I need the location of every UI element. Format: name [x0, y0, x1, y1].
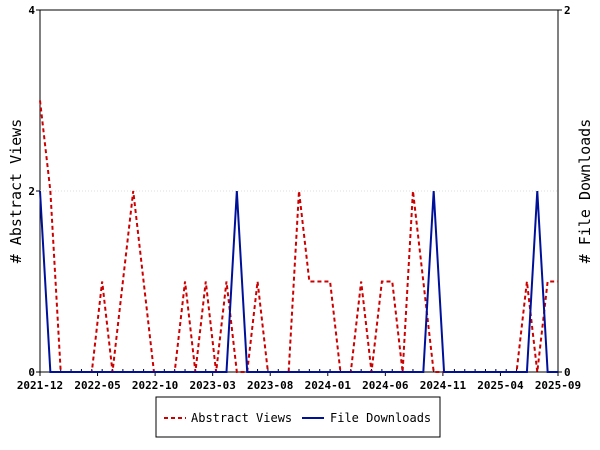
x-tick-label: 2023-08	[247, 379, 293, 392]
x-tick-label: 2024-01	[305, 379, 352, 392]
left-tick-label: 4	[28, 4, 35, 17]
left-tick-label: 2	[28, 185, 35, 198]
legend-label-file-downloads: File Downloads	[330, 411, 431, 425]
x-axis-ticks: 2021-12 2022-05 2022-10 2023-03 2023-08 2024-…	[17, 369, 581, 392]
legend: Abstract Views File Downloads	[155, 396, 441, 438]
left-axis-title: # Abstract Views	[7, 119, 25, 264]
series-line-file-downloads	[39, 190, 558, 373]
x-tick-label: 2024-11	[420, 379, 467, 392]
x-tick-label: 2021-12	[17, 379, 63, 392]
x-tick-label: 2025-04	[477, 379, 524, 392]
x-tick-label: 2024-06	[362, 379, 409, 392]
x-tick-label: 2022-05	[74, 379, 120, 392]
right-axis-title: # File Downloads	[576, 119, 594, 264]
right-tick-label: 0	[564, 366, 571, 379]
x-tick-label: 2022-10	[132, 379, 178, 392]
left-axis-ticks: 0 2 4	[28, 4, 40, 379]
legend-label-abstract-views: Abstract Views	[191, 411, 292, 425]
legend-box	[155, 396, 441, 438]
right-tick-label: 2	[564, 4, 571, 17]
x-tick-label: 2025-09	[535, 379, 581, 392]
series-lines	[39, 100, 558, 373]
left-tick-label: 0	[28, 366, 35, 379]
right-axis-ticks: 02	[558, 4, 571, 379]
x-tick-label: 2023-03	[189, 379, 235, 392]
